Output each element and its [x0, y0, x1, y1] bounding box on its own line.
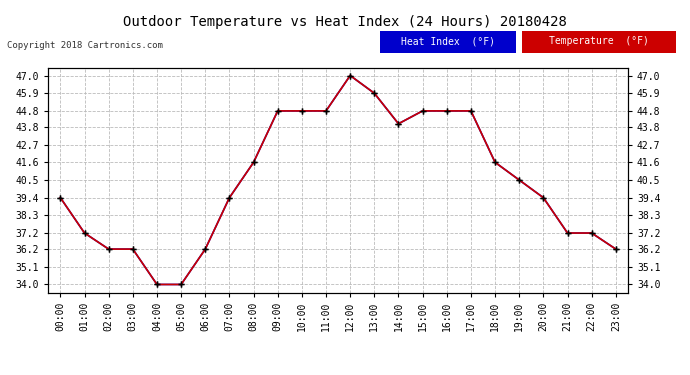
Text: Heat Index  (°F): Heat Index (°F) [401, 36, 495, 46]
FancyBboxPatch shape [522, 31, 676, 53]
Text: Copyright 2018 Cartronics.com: Copyright 2018 Cartronics.com [7, 41, 163, 50]
Text: Temperature  (°F): Temperature (°F) [549, 36, 649, 46]
Text: Outdoor Temperature vs Heat Index (24 Hours) 20180428: Outdoor Temperature vs Heat Index (24 Ho… [123, 15, 567, 29]
FancyBboxPatch shape [380, 31, 516, 53]
